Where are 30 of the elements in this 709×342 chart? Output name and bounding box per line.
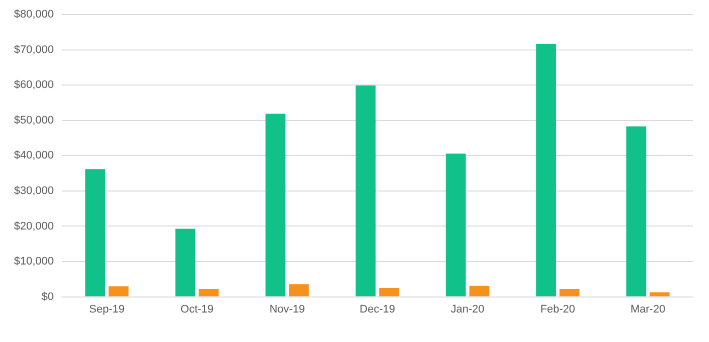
bar [85,169,106,296]
x-tick-label: Oct-19 [180,303,214,316]
bar [356,86,376,296]
bar [626,126,646,296]
y-tick-label: $30,000 [14,185,54,198]
bar [650,292,670,296]
x-tick-label: Sep-19 [89,303,125,316]
y-tick-label: $20,000 [14,220,54,232]
bar [446,154,466,296]
y-tick-label: $50,000 [14,114,54,126]
x-tick-label: Jan-20 [450,303,484,316]
bar [175,228,196,296]
y-tick-label: $40,000 [14,150,54,162]
bar [469,286,490,296]
bar [559,289,580,296]
bar [536,44,556,296]
bar [108,286,129,296]
x-tick-label: Mar-20 [630,303,666,316]
x-tick-label: Nov-19 [269,303,305,316]
bar [266,114,286,296]
bar [288,284,309,296]
y-tick-label: $80,000 [14,8,54,21]
y-tick-label: $70,000 [14,44,54,56]
y-tick-label: $60,000 [14,79,54,92]
y-tick-label: $10,000 [14,256,54,268]
bar [198,289,219,296]
x-tick-label: Feb-20 [540,303,576,316]
bar [379,288,400,296]
x-tick-label: Dec-19 [360,303,396,316]
y-tick-label: $0 [42,290,54,303]
